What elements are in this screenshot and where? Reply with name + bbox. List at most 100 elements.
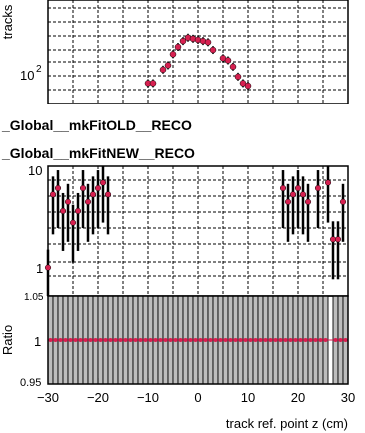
data-point: [289, 191, 297, 198]
ratio-point: [233, 338, 238, 342]
ratio-point: [158, 338, 163, 342]
ratio-point: [173, 338, 178, 342]
ratio-point: [123, 338, 128, 342]
middle-ytick-1: 1: [36, 261, 43, 276]
data-point: [234, 73, 242, 81]
upper-ytick-exp: 2: [36, 64, 42, 75]
data-point: [79, 184, 87, 192]
ratio-point: [203, 338, 208, 342]
data-point: [99, 179, 107, 186]
ratio-point: [108, 338, 113, 342]
middle-ytick-10: 10: [28, 163, 42, 178]
data-point: [294, 184, 302, 192]
data-point: [69, 219, 77, 226]
ratio-point: [288, 338, 293, 342]
ratio-xticks: −30 −20 −10 0 10 20 30: [37, 378, 355, 405]
ratio-point: [168, 338, 173, 342]
ratio-point: [268, 338, 273, 342]
ratio-point: [323, 338, 328, 342]
x-tick-label: 10: [241, 390, 255, 405]
ratio-point: [188, 338, 193, 342]
ratio-point: [333, 338, 338, 342]
data-point: [149, 80, 157, 87]
ratio-ytick-mid: 1: [34, 334, 41, 349]
data-point: [244, 82, 252, 90]
ratio-point: [343, 338, 348, 342]
ratio-point: [273, 338, 278, 342]
ratio-point: [58, 338, 63, 342]
ratio-point: [198, 338, 203, 342]
ratio-point: [183, 338, 188, 342]
data-point: [239, 80, 247, 87]
data-point: [174, 43, 182, 51]
data-point: [314, 184, 322, 192]
middle-points: [44, 166, 347, 296]
data-point: [104, 191, 112, 198]
ratio-point: [238, 338, 243, 342]
ratio-point: [298, 338, 303, 342]
data-point: [179, 37, 187, 45]
ratio-point: [303, 338, 308, 342]
data-point: [169, 51, 177, 58]
ratio-point: [153, 338, 158, 342]
ratio-point: [283, 338, 288, 342]
data-point: [229, 63, 237, 71]
ratio-ytick-top: 1.05: [24, 292, 44, 303]
data-point: [84, 198, 92, 205]
ratio-point: [248, 338, 253, 342]
upper-grid: [48, 0, 348, 104]
ratio-ylabel: Ratio: [0, 325, 15, 355]
data-point: [94, 184, 102, 192]
ratio-point: [313, 338, 318, 342]
data-point: [304, 198, 312, 205]
ratio-point: [213, 338, 218, 342]
data-point: [279, 184, 287, 192]
ratio-point: [133, 338, 138, 342]
ratio-ytick-bottom: 0.95: [20, 377, 41, 389]
ratio-point: [93, 338, 98, 342]
ratio-point: [223, 338, 228, 342]
ratio-point: [63, 338, 68, 342]
upper-ylabel: tracks: [0, 4, 15, 39]
x-tick-label: −20: [87, 390, 109, 405]
data-point: [284, 198, 292, 205]
ratio-point: [143, 338, 148, 342]
data-point: [159, 66, 167, 74]
ratio-point: [148, 338, 153, 342]
ratio-point: [113, 338, 118, 342]
ratio-point: [293, 338, 298, 342]
x-tick-label: 30: [341, 390, 355, 405]
ratio-point: [218, 338, 223, 342]
ratio-point: [128, 338, 133, 342]
ratio-point: [208, 338, 213, 342]
upper-ytick-10: 10: [20, 68, 34, 83]
upper-points: [144, 33, 252, 91]
data-point: [59, 207, 67, 214]
legend-box: [0, 104, 365, 166]
ratio-point: [83, 338, 88, 342]
data-point: [54, 184, 62, 192]
ratio-point: [193, 338, 198, 342]
data-point: [334, 236, 342, 243]
data-point: [299, 191, 307, 198]
ratio-point: [68, 338, 73, 342]
ratio-point: [163, 338, 168, 342]
data-point: [209, 46, 217, 54]
ratio-point: [88, 338, 93, 342]
ratio-point: [278, 338, 283, 342]
ratio-point: [308, 338, 313, 342]
ratio-point: [318, 338, 323, 342]
ratio-points: [48, 338, 348, 342]
ratio-point: [253, 338, 258, 342]
ratio-point: [338, 338, 343, 342]
legend-entry-old: _Global__mkFitOLD__RECO: [1, 117, 192, 133]
ratio-point: [243, 338, 248, 342]
ratio-point: [98, 338, 103, 342]
x-tick-label: −10: [137, 390, 159, 405]
ratio-point: [73, 338, 78, 342]
data-point: [164, 62, 172, 69]
ratio-xlabel: track ref. point z (cm): [226, 416, 348, 431]
data-point: [224, 57, 232, 64]
ratio-point: [78, 338, 83, 342]
